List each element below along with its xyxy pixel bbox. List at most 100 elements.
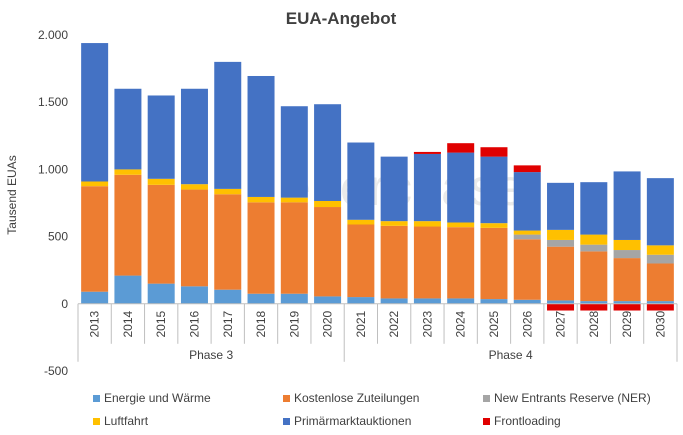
x-tick-label: 2016 bbox=[187, 310, 201, 337]
bar-segment bbox=[380, 298, 408, 304]
bar-segment bbox=[180, 184, 208, 190]
bar-segment bbox=[447, 152, 475, 223]
bar-segment bbox=[480, 156, 508, 224]
bar-segment bbox=[347, 297, 375, 304]
bar-segment bbox=[81, 186, 109, 292]
bar-segment bbox=[646, 245, 674, 255]
bar-segment bbox=[613, 303, 641, 311]
x-tick-label: 2027 bbox=[554, 310, 568, 337]
legend-item: Kostenlose Zuteilungen bbox=[283, 391, 419, 405]
bar-segment bbox=[147, 178, 175, 185]
x-tick-label: 2020 bbox=[321, 310, 335, 337]
bar-segment bbox=[247, 293, 275, 304]
bar-segment bbox=[147, 283, 175, 304]
bar-segment bbox=[613, 171, 641, 240]
bar-segment bbox=[646, 263, 674, 302]
x-tick-label: 2021 bbox=[354, 310, 368, 337]
y-axis-ticks: -500 0 500 1.000 1.500 2.000 bbox=[38, 28, 68, 378]
bar-segment bbox=[347, 224, 375, 298]
x-tick-label: 2028 bbox=[587, 310, 601, 337]
bar-segment bbox=[214, 61, 242, 189]
legend-item: Primärmarktauktionen bbox=[283, 414, 411, 428]
bar-segment bbox=[480, 147, 508, 157]
x-tick-label: 2019 bbox=[287, 310, 301, 337]
bar-segment bbox=[280, 293, 308, 304]
bar-segment bbox=[314, 296, 342, 304]
phase-labels: Phase 3 Phase 4 bbox=[189, 348, 533, 362]
bar-segment bbox=[280, 197, 308, 203]
bar-segment bbox=[314, 200, 342, 208]
bar-segment bbox=[513, 239, 541, 300]
bar-segment bbox=[247, 202, 275, 294]
bar-segment bbox=[214, 188, 242, 195]
bar-segment bbox=[81, 43, 109, 182]
bar-segment bbox=[580, 234, 608, 245]
bar-segment bbox=[247, 75, 275, 197]
bar-segment bbox=[347, 219, 375, 225]
x-tick-label: 2015 bbox=[154, 310, 168, 337]
bar-segment bbox=[147, 95, 175, 179]
bar-segment bbox=[613, 239, 641, 251]
bar-segment bbox=[580, 182, 608, 235]
legend-swatch bbox=[93, 418, 100, 425]
bar-segment bbox=[413, 153, 441, 222]
bar-segment bbox=[580, 244, 608, 252]
y-tick-label: 500 bbox=[48, 230, 68, 244]
x-tick-label: 2029 bbox=[620, 310, 634, 337]
bar-segment bbox=[480, 227, 508, 300]
x-tick-label: 2013 bbox=[88, 310, 102, 337]
bar-segment bbox=[413, 151, 441, 154]
bar-segment bbox=[147, 184, 175, 284]
y-tick-label: 2.000 bbox=[38, 28, 68, 42]
bar-segment bbox=[547, 239, 575, 247]
bar-segment bbox=[447, 222, 475, 228]
bar-segment bbox=[480, 223, 508, 228]
bar-segment bbox=[180, 286, 208, 304]
bar-segment bbox=[413, 298, 441, 304]
bar-segment bbox=[280, 106, 308, 198]
legend-label: Kostenlose Zuteilungen bbox=[294, 391, 419, 405]
bar-segment bbox=[314, 104, 342, 201]
bar-segment bbox=[114, 169, 142, 175]
bar-segment bbox=[613, 258, 641, 302]
bar-segment bbox=[513, 172, 541, 231]
x-axis bbox=[77, 303, 678, 362]
legend-item: New Entrants Reserve (NER) bbox=[483, 391, 651, 405]
x-tick-label: 2022 bbox=[387, 310, 401, 337]
bar-segment bbox=[580, 251, 608, 302]
bar-segment bbox=[613, 301, 641, 304]
bar-segment bbox=[280, 202, 308, 294]
bar-segment bbox=[81, 291, 109, 304]
chart-title: EUA-Angebot bbox=[286, 9, 397, 28]
bar-segment bbox=[180, 88, 208, 185]
phase-label: Phase 3 bbox=[189, 348, 233, 362]
legend-swatch bbox=[93, 395, 100, 402]
x-tick-label: 2023 bbox=[420, 310, 434, 337]
bar-segment bbox=[580, 301, 608, 304]
bar-segment bbox=[547, 229, 575, 240]
legend-item: Frontloading bbox=[483, 414, 561, 428]
bar-segment bbox=[513, 165, 541, 173]
x-tick-label: 2014 bbox=[121, 310, 135, 337]
y-tick-label: 1.500 bbox=[38, 95, 68, 109]
legend: Energie und Wärme Kostenlose Zuteilungen N… bbox=[93, 391, 651, 428]
bar-segment bbox=[513, 234, 541, 240]
bar-segment bbox=[513, 230, 541, 235]
legend-swatch bbox=[283, 395, 290, 402]
bar-segment bbox=[480, 299, 508, 304]
bar-segment bbox=[314, 207, 342, 297]
bar-segment bbox=[447, 298, 475, 304]
x-tick-label: 2030 bbox=[653, 310, 667, 337]
bar-segment bbox=[413, 226, 441, 299]
bar-segment bbox=[646, 303, 674, 311]
bar-segment bbox=[380, 156, 408, 222]
bar-segment bbox=[580, 303, 608, 311]
bar-segment bbox=[81, 181, 109, 187]
legend-label: Frontloading bbox=[494, 414, 561, 428]
legend-label: Energie und Wärme bbox=[104, 391, 211, 405]
bar-segment bbox=[380, 225, 408, 299]
bar-segment bbox=[646, 301, 674, 304]
bar-segment bbox=[646, 254, 674, 264]
legend-label: Primärmarktauktionen bbox=[294, 414, 411, 428]
bar-segment bbox=[214, 194, 242, 290]
